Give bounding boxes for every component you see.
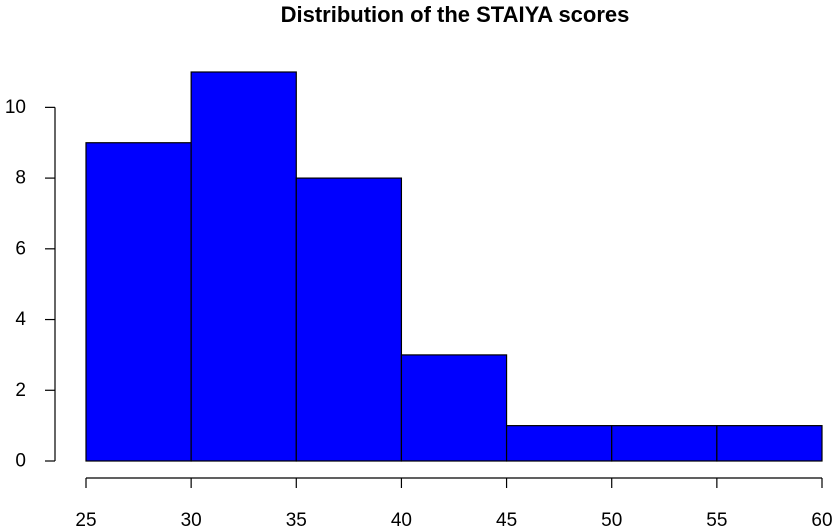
x-tick-label: 60 [811,510,832,531]
histogram-bar [190,71,297,462]
x-axis: 25 30 35 40 45 50 55 60 [75,477,833,531]
x-tick-label: 40 [391,510,412,531]
y-axis: 0 2 4 6 8 10 [5,97,56,472]
y-tick-label: 2 [15,380,26,401]
y-tick-label: 10 [5,97,26,118]
y-tick-label: 8 [15,168,26,189]
histogram-bar [85,142,192,462]
histogram-bar [611,425,718,462]
y-tick-label: 0 [15,451,26,472]
x-tick-label: 55 [706,510,727,531]
x-tick-label: 25 [75,510,96,531]
x-tick-label: 30 [181,510,202,531]
bars-group [85,71,823,462]
histogram-bar [505,425,613,462]
x-tick-label: 45 [496,510,517,531]
y-tick-label: 4 [15,309,26,330]
histogram-bar [295,177,403,462]
histogram-bar [400,354,508,462]
x-tick-label: 35 [286,510,307,531]
x-tick-label: 50 [601,510,622,531]
y-tick-label: 6 [15,238,26,259]
chart-title: Distribution of the STAIYA scores [281,2,630,27]
histogram-bar [716,425,823,462]
